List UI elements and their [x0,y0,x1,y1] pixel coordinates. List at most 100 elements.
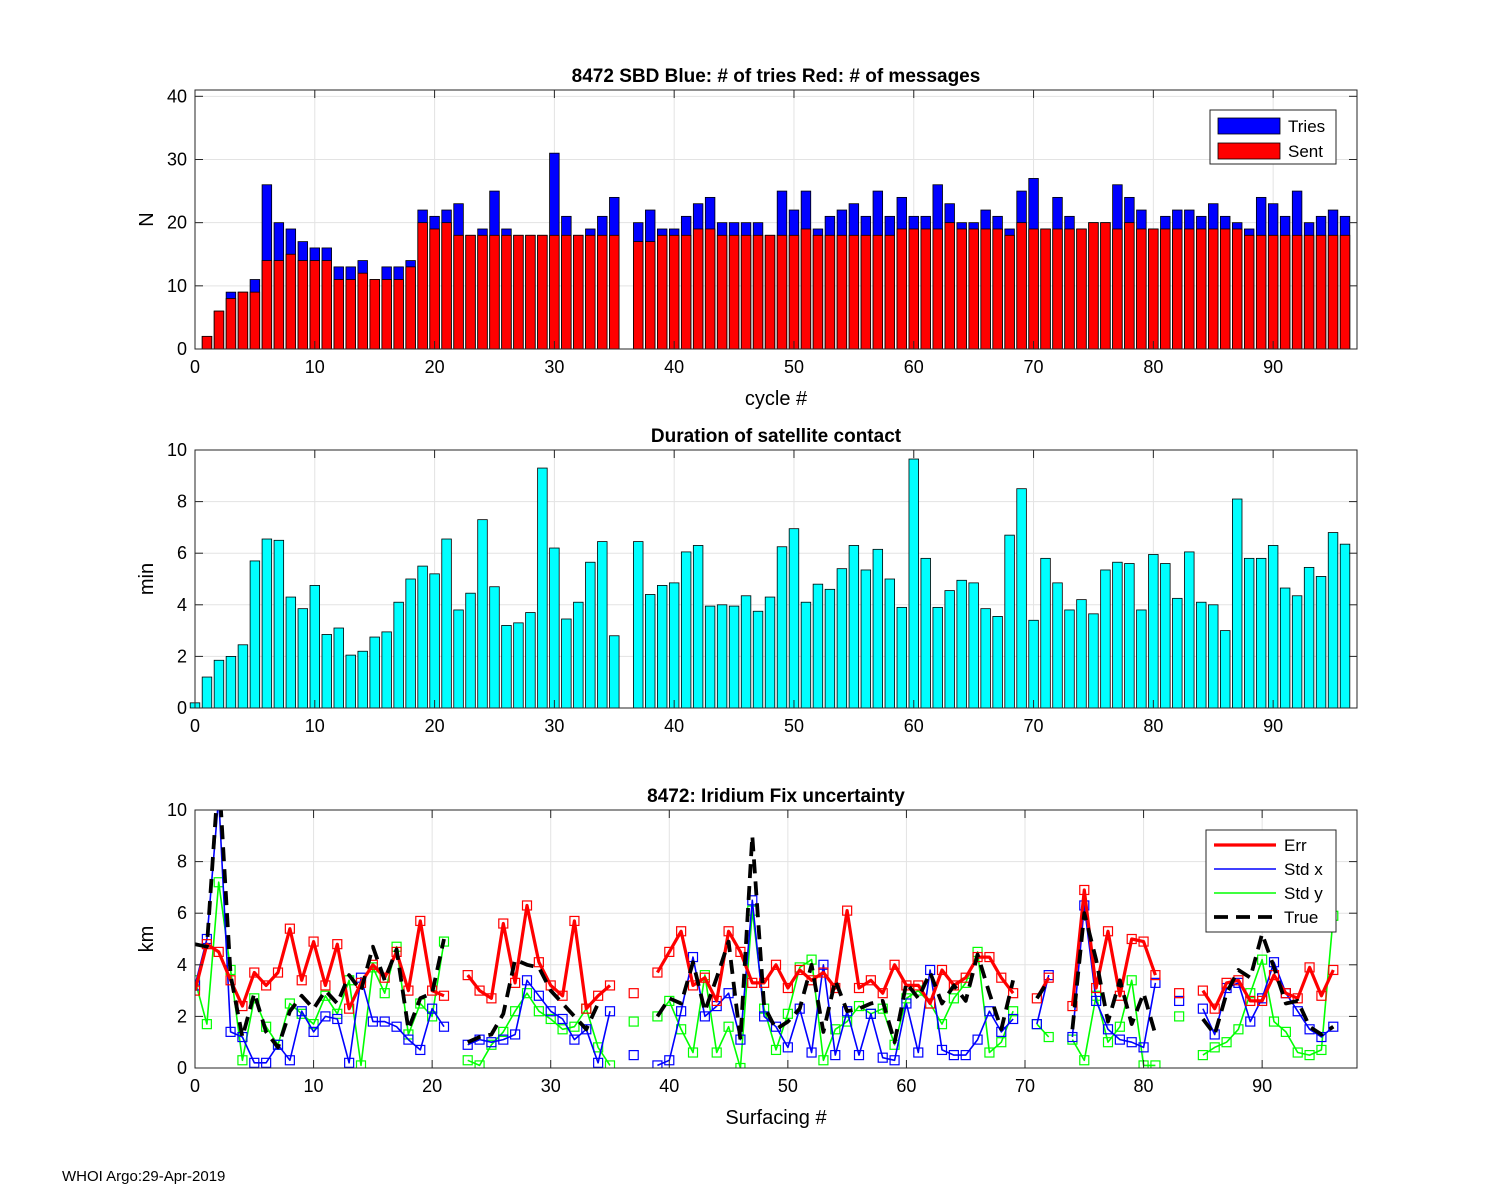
bar-sent [920,228,931,350]
bar-duration [297,608,309,709]
marker-err [1245,995,1256,1007]
bar-duration [453,609,464,709]
bar-duration [441,538,452,709]
marker-err [569,915,580,927]
marker-std-x [391,1021,402,1032]
bar-sent [285,253,297,350]
bar-sent [788,234,800,350]
marker-std-x [877,1052,888,1063]
bar-sent [645,241,656,350]
marker-std-x [1067,1031,1078,1043]
y-tick-label: 0 [177,339,187,359]
marker-err [284,923,295,934]
bar-duration [477,519,488,709]
bar-duration [704,605,716,709]
marker-err [1304,962,1315,973]
bar-sent [716,234,728,350]
marker-std-x [261,1057,272,1068]
bar-sent [213,310,225,350]
bar-sent [657,234,668,350]
bar-duration [1076,599,1087,709]
marker-std-y [1209,1042,1220,1053]
bar-sent [453,234,464,350]
marker-std-y [1102,1037,1114,1048]
bar-sent [740,234,752,350]
x-tick-label: 90 [1252,1076,1272,1096]
marker-std-x [1114,1034,1125,1045]
y-tick-label: 20 [167,213,187,233]
y-tick-label: 8 [177,852,187,872]
bar-sent [1208,228,1219,350]
bar-duration [860,569,872,709]
bar-duration [465,592,476,709]
marker-std-y [770,1044,782,1056]
bar-duration [309,585,320,709]
bar-sent [1243,234,1255,350]
bar-sent [1196,228,1207,350]
marker-std-y [842,1016,853,1027]
marker-std-x [1138,1042,1149,1053]
marker-err [877,988,888,999]
x-tick-label: 30 [544,716,564,736]
bar-sent [417,222,428,350]
legend-swatch [1217,117,1281,135]
marker-std-x [569,1034,580,1045]
bar-sent [1220,228,1231,350]
bar-sent [273,260,285,350]
bar-sent [1052,228,1063,350]
marker-std-y [545,1013,556,1025]
marker-err [853,982,865,994]
x-tick-label: 20 [422,1076,442,1096]
bar-sent [1184,228,1195,350]
bar-sent [393,279,404,350]
bar-duration [1064,609,1075,709]
bar-sent [992,228,1003,350]
bar-sent [860,234,872,350]
marker-std-x [284,1055,295,1066]
marker-std-y [1197,1049,1208,1061]
marker-err [818,967,829,978]
bar-duration [932,606,943,709]
marker-std-y [830,1024,841,1035]
marker-err [581,1003,592,1014]
marker-std-y [1280,1026,1291,1037]
marker-err [747,977,758,988]
bar-sent [249,291,261,350]
marker-err [782,982,793,994]
y-tick-label: 4 [177,955,187,975]
marker-std-y [628,1016,639,1027]
bar-duration [249,560,261,709]
bar-duration [393,601,404,709]
axes-box [194,809,1358,1069]
bar-duration [1279,587,1291,709]
marker-std-y [521,988,533,999]
marker-err [1197,985,1208,996]
bar-duration [776,546,788,709]
marker-std-y [462,1055,473,1066]
marker-err [1008,988,1019,999]
x-tick-label: 20 [425,716,445,736]
marker-err [889,959,900,970]
y-tick-label: 0 [177,1058,187,1078]
x-tick-label: 30 [544,357,564,377]
marker-err [486,993,497,1004]
marker-err [533,957,544,968]
marker-err [521,900,533,911]
marker-err [925,998,936,1009]
marker-err [213,946,224,958]
marker-err [628,988,639,999]
marker-err [1079,884,1090,896]
bar-sent [1100,222,1111,350]
bar-sent [369,279,380,350]
x-tick-label: 50 [784,357,804,377]
marker-std-x [604,1006,616,1017]
bar-duration [225,656,237,709]
marker-std-x [581,1024,592,1035]
marker-err [770,959,782,970]
marker-err [332,939,343,950]
bar-sent [980,228,991,350]
marker-err [948,980,959,991]
marker-std-y [1292,1047,1303,1058]
legend: Tries Sent [1209,109,1337,165]
axes-box [194,89,1358,350]
